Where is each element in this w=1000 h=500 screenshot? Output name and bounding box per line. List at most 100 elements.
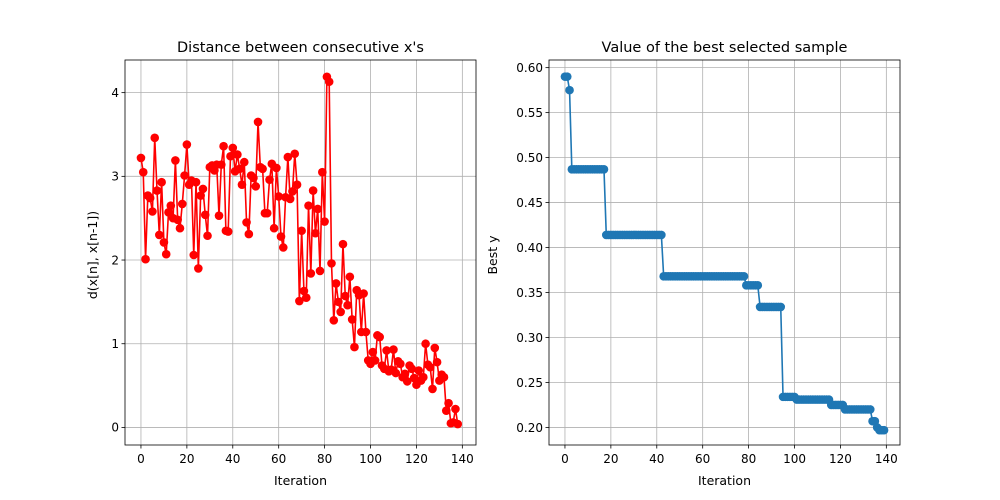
data-point xyxy=(453,419,463,429)
data-point xyxy=(331,279,341,288)
data-point xyxy=(152,186,162,195)
x-tick-label: 0 xyxy=(561,452,569,466)
data-point xyxy=(347,315,357,324)
data-point xyxy=(164,208,173,217)
data-point xyxy=(203,231,212,241)
data-point xyxy=(432,357,442,367)
data-point xyxy=(155,230,164,240)
data-point xyxy=(343,300,352,310)
data-point xyxy=(562,72,572,81)
x-tick-label: 120 xyxy=(405,452,428,466)
x-tick-label: 20 xyxy=(603,452,618,466)
data-point xyxy=(242,218,251,227)
data-point xyxy=(350,342,359,352)
data-point xyxy=(157,177,166,187)
y-axis-label: Best y xyxy=(485,235,500,275)
y-tick-label: 0.50 xyxy=(516,151,543,165)
data-point xyxy=(400,369,410,379)
data-point xyxy=(879,425,889,435)
x-tick-label: 40 xyxy=(649,452,664,466)
data-point xyxy=(428,384,437,394)
data-point xyxy=(345,272,355,282)
chart-title: Value of the best selected sample xyxy=(602,40,848,56)
x-tick-label: 140 xyxy=(451,452,474,466)
data-point xyxy=(340,291,350,301)
data-point xyxy=(249,173,258,183)
x-tick-label: 60 xyxy=(695,452,710,466)
data-point xyxy=(217,160,226,169)
data-point xyxy=(251,182,261,191)
y-tick-label: 4 xyxy=(111,86,119,100)
data-point xyxy=(161,249,171,259)
data-point xyxy=(301,293,311,303)
data-point xyxy=(233,150,242,159)
data-point xyxy=(444,398,453,408)
data-point xyxy=(389,345,398,354)
data-point xyxy=(409,373,419,383)
data-point xyxy=(180,171,189,180)
y-tick-label: 0.30 xyxy=(516,331,543,345)
data-point xyxy=(226,151,235,161)
y-tick-label: 0.60 xyxy=(516,61,543,75)
chart-distance: Distance between consecutive x's Iterati… xyxy=(85,40,477,488)
grid xyxy=(549,60,900,445)
data-point xyxy=(175,223,185,233)
data-point xyxy=(318,167,327,177)
data-point xyxy=(295,296,304,306)
data-point xyxy=(258,164,267,174)
data-point xyxy=(138,167,148,177)
data-point xyxy=(382,346,391,355)
x-tick-label: 0 xyxy=(137,452,145,466)
data-point xyxy=(177,199,187,209)
data-point xyxy=(239,157,249,167)
data-point xyxy=(223,227,233,236)
data-point xyxy=(599,164,609,174)
data-point xyxy=(306,269,316,278)
y-tick-label: 0.35 xyxy=(516,286,543,300)
data-point xyxy=(276,232,286,241)
y-tick-label: 0.40 xyxy=(516,241,543,255)
data-point xyxy=(361,327,371,337)
data-point xyxy=(285,194,295,204)
x-tick-label: 80 xyxy=(741,452,756,466)
data-point xyxy=(290,149,300,159)
x-tick-label: 60 xyxy=(271,452,286,466)
data-point xyxy=(214,211,224,220)
data-point xyxy=(265,175,274,184)
data-point xyxy=(865,405,875,414)
data-point xyxy=(150,133,160,143)
data-point xyxy=(329,315,339,325)
x-axis-label: Iteration xyxy=(698,473,751,488)
data-point xyxy=(370,356,380,365)
data-point xyxy=(235,164,244,174)
data-point xyxy=(753,281,763,290)
data-point xyxy=(244,229,254,239)
y-tick-label: 0.55 xyxy=(516,106,543,120)
y-tick-label: 1 xyxy=(111,337,119,351)
data-point xyxy=(189,250,199,260)
data-point xyxy=(274,192,283,201)
chart-title: Distance between consecutive x's xyxy=(177,40,424,56)
data-point xyxy=(297,226,306,236)
y-tick-label: 2 xyxy=(111,253,119,267)
data-point xyxy=(451,404,460,414)
data-point xyxy=(324,77,334,87)
plot-frame xyxy=(124,59,477,446)
data-point xyxy=(253,117,263,127)
data-point xyxy=(278,243,288,252)
data-point xyxy=(141,254,150,264)
x-tick-label: 100 xyxy=(359,452,382,466)
data-point xyxy=(313,204,323,214)
data-point xyxy=(228,143,238,153)
x-tick-label: 20 xyxy=(179,452,194,466)
data-point xyxy=(425,362,435,372)
data-point xyxy=(304,201,313,210)
data-point xyxy=(159,238,169,247)
y-tick-label: 0.20 xyxy=(516,421,543,435)
x-tick-label: 120 xyxy=(829,452,852,466)
data-point xyxy=(136,153,146,163)
data-point xyxy=(419,372,428,382)
y-axis-label: d(x[n], x[n-1]) xyxy=(85,211,100,299)
data-point xyxy=(334,297,343,307)
